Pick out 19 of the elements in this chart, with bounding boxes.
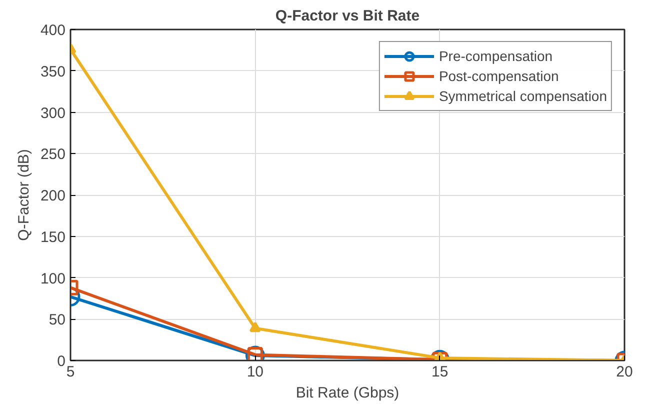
y-axis-title: Q-Factor (dB) (15, 149, 32, 241)
x-tick-label: 10 (246, 364, 264, 380)
y-tick-label: 150 (40, 228, 66, 246)
chart-title: Q-Factor vs Bit Rate (275, 8, 420, 24)
x-tick-label: 20 (616, 364, 633, 380)
legend-label: Symmetrical compensation (438, 88, 607, 104)
y-tick-label: 350 (40, 63, 66, 80)
y-tick-label: 100 (40, 270, 66, 288)
y-tick-label: 50 (48, 312, 66, 329)
x-tick-label: 15 (431, 364, 448, 380)
legend-label: Pre-compensation (438, 48, 553, 64)
y-tick-label: 400 (40, 22, 66, 39)
y-tick-label: 250 (40, 146, 66, 164)
x-axis-title: Bit Rate (Gbps) (296, 384, 400, 402)
y-tick-label: 200 (40, 188, 66, 204)
legend-label: Post-compensation (438, 68, 559, 84)
y-tick-label: 300 (40, 104, 66, 122)
y-tick-label: 0 (57, 353, 66, 370)
x-tick-label: 5 (66, 364, 75, 380)
